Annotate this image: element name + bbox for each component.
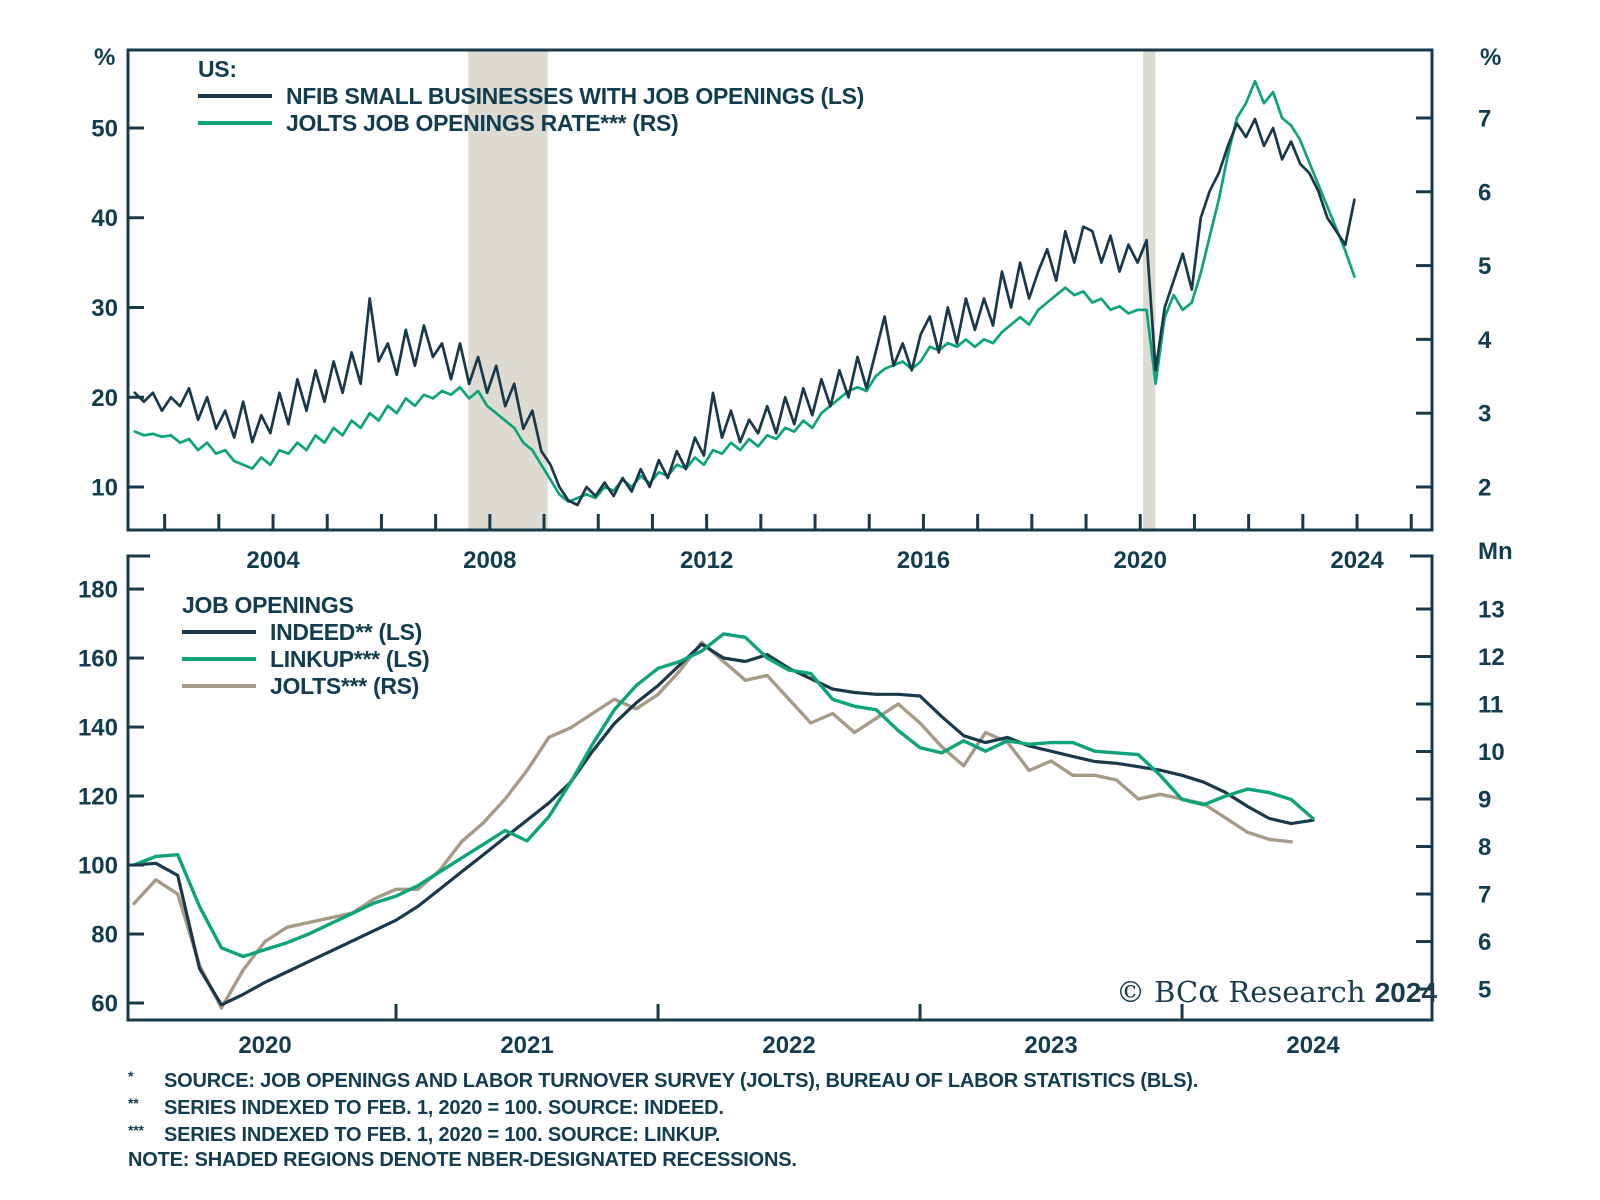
bottom-x-label-2024: 2024 — [1286, 1032, 1340, 1059]
bottom-legend: JOB OPENINGS INDEED** (LS) LINKUP*** (LS… — [182, 592, 430, 699]
top-x-label-2020: 2020 — [1114, 547, 1167, 574]
legend-row-jolts-rate: JOLTS JOB OPENINGS RATE*** (RS) — [198, 109, 864, 136]
bottom-right-tick-label-8: 8 — [1478, 834, 1491, 861]
bottom-legend-title: JOB OPENINGS — [182, 592, 354, 618]
bottom-left-tick-label-160: 160 — [78, 646, 118, 673]
footnote-text-2: SERIES INDEXED TO FEB. 1, 2020 = 100. SO… — [164, 1097, 724, 1119]
top-left-tick-label-40: 40 — [91, 205, 118, 232]
bca-alpha-glyph: α — [1198, 974, 1220, 1010]
top-left-tick-label-20: 20 — [91, 385, 118, 412]
bottom-right-tick-label-10: 10 — [1478, 739, 1505, 766]
footnote-recession-note: NOTE: SHADED REGIONS DENOTE NBER-DESIGNA… — [128, 1149, 1198, 1176]
top-series-line-1 — [133, 79, 1356, 504]
copyright-year: 2024 — [1374, 977, 1437, 1008]
bottom-x-label-2021: 2021 — [500, 1032, 553, 1059]
legend-row-linkup: LINKUP*** (LS) — [182, 645, 430, 672]
top-right-tick-label-5: 5 — [1478, 253, 1491, 280]
top-x-label-2024: 2024 — [1330, 547, 1384, 574]
top-right-tick-label-7: 7 — [1478, 105, 1491, 132]
bottom-right-tick-label-13: 13 — [1478, 597, 1505, 624]
bottom-left-tick-label-140: 140 — [78, 715, 118, 742]
footnote-indeed-index: ** SERIES INDEXED TO FEB. 1, 2020 = 100. … — [128, 1095, 1198, 1122]
top-right-tick-label-6: 6 — [1478, 179, 1491, 206]
bottom-right-tick-label-5: 5 — [1478, 977, 1491, 1004]
bottom-right-tick-label-11: 11 — [1478, 692, 1503, 719]
top-left-tick-label-10: 10 — [91, 475, 118, 502]
top-legend: US: NFIB SMALL BUSINESSES WITH JOB OPENI… — [198, 56, 864, 136]
copyright-prefix: © BC — [1115, 975, 1199, 1009]
top-panel-border — [126, 48, 1434, 532]
bottom-x-label-2020: 2020 — [238, 1032, 291, 1059]
top-right-tick-label-3: 3 — [1478, 401, 1491, 428]
footnote-linkup-index: *** SERIES INDEXED TO FEB. 1, 2020 = 100.… — [128, 1122, 1198, 1149]
linkup-line-swatch — [182, 656, 256, 661]
footnote-marker-3: *** — [128, 1122, 144, 1138]
top-series-line-0 — [133, 117, 1356, 507]
copyright-notice: © BCα Research 2024 — [1079, 940, 1437, 1044]
jolts-rate-line-swatch — [198, 120, 272, 125]
bottom-right-tick-label-9: 9 — [1478, 787, 1491, 814]
top-right-tick-label-2: 2 — [1478, 474, 1491, 501]
footnote-text-4: NOTE: SHADED REGIONS DENOTE NBER-DESIGNA… — [128, 1149, 797, 1171]
bottom-left-tick-label-60: 60 — [91, 991, 118, 1018]
legend-row-nfib: NFIB SMALL BUSINESSES WITH JOB OPENINGS … — [198, 82, 864, 109]
legend-label-linkup: LINKUP*** (LS) — [270, 645, 430, 672]
bottom-series-line-0 — [132, 642, 1315, 1007]
footnote-text-3: SERIES INDEXED TO FEB. 1, 2020 = 100. SO… — [164, 1124, 721, 1146]
legend-label-jolts-mn: JOLTS*** (RS) — [270, 672, 420, 699]
footnote-text-1: SOURCE: JOB OPENINGS AND LABOR TURNOVER … — [164, 1070, 1199, 1092]
top-legend-title: US: — [198, 56, 237, 82]
nfib-line-swatch — [198, 93, 272, 98]
top-recession-band-0 — [468, 50, 548, 530]
bottom-x-label-2022: 2022 — [762, 1032, 815, 1059]
legend-row-indeed: INDEED** (LS) — [182, 618, 429, 645]
bottom-right-axis-unit: Mn — [1478, 538, 1513, 565]
chart-body — [126, 48, 1434, 1022]
top-right-tick-label-4: 4 — [1478, 327, 1492, 354]
copyright-name: Research — [1219, 975, 1375, 1009]
bottom-left-tick-label-120: 120 — [78, 784, 118, 811]
bottom-left-tick-label-180: 180 — [78, 577, 118, 604]
bottom-left-tick-label-100: 100 — [78, 853, 118, 880]
legend-label-jolts-rate: JOLTS JOB OPENINGS RATE*** (RS) — [286, 109, 679, 136]
legend-label-nfib: NFIB SMALL BUSINESSES WITH JOB OPENINGS … — [286, 82, 865, 109]
bottom-series-line-1 — [132, 632, 1315, 959]
top-x-label-2012: 2012 — [680, 547, 733, 574]
footnote-marker-2: ** — [128, 1095, 139, 1111]
top-right-axis-unit: % — [1480, 44, 1502, 71]
indeed-line-swatch — [182, 629, 256, 634]
footnotes: * SOURCE: JOB OPENINGS AND LABOR TURNOVER… — [128, 1068, 1198, 1176]
bottom-left-tick-label-80: 80 — [91, 922, 118, 949]
bottom-right-tick-label-6: 6 — [1478, 929, 1491, 956]
legend-row-jolts-mn: JOLTS*** (RS) — [182, 672, 429, 699]
bottom-right-tick-label-12: 12 — [1478, 644, 1505, 671]
jolts-mn-line-swatch — [182, 683, 256, 688]
footnote-source-jolts: * SOURCE: JOB OPENINGS AND LABOR TURNOVER… — [128, 1068, 1198, 1095]
top-x-label-2004: 2004 — [246, 547, 300, 574]
bottom-panel-border — [126, 554, 1434, 1022]
bottom-right-tick-label-7: 7 — [1478, 882, 1491, 909]
top-left-tick-label-30: 30 — [91, 295, 118, 322]
footnote-marker-1: * — [128, 1068, 134, 1084]
axis-labels: 50 40 30 20 10 7 6 5 4 3 2 2004 2008 2012 2016 2020 2024… — [78, 105, 1505, 1059]
top-left-axis-unit: % — [94, 44, 116, 71]
top-x-label-2016: 2016 — [897, 547, 950, 574]
legend-label-indeed: INDEED** (LS) — [270, 618, 423, 645]
top-left-tick-label-50: 50 — [91, 115, 118, 142]
top-x-label-2008: 2008 — [463, 547, 516, 574]
bottom-x-label-2023: 2023 — [1024, 1032, 1077, 1059]
